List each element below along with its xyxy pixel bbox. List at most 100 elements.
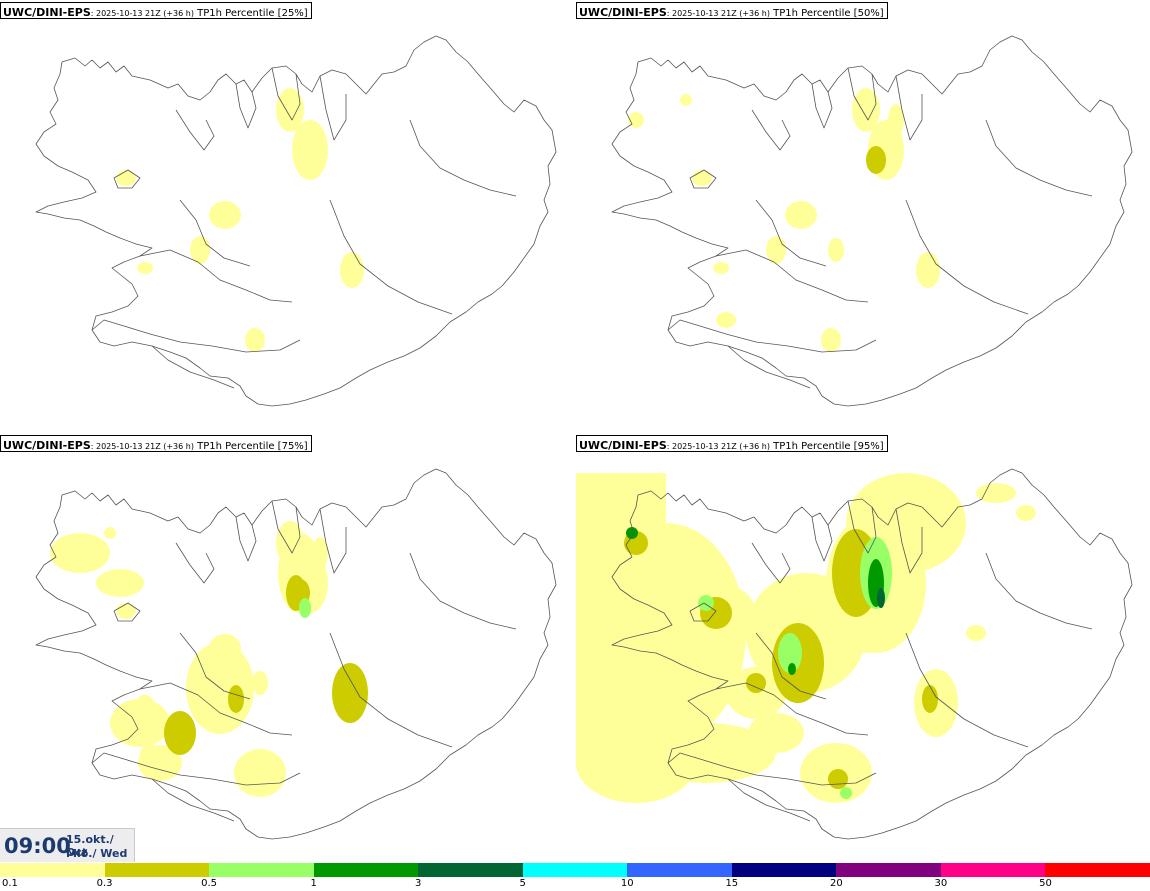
- legend-swatch: [940, 863, 1046, 877]
- precip-area: [788, 663, 796, 675]
- precip-area: [50, 533, 110, 573]
- precip-area: [828, 769, 848, 789]
- precip-area: [966, 625, 986, 641]
- parameter-label: TP1h Percentile [25%]: [193, 8, 308, 19]
- precip-area: [766, 236, 786, 264]
- precip-area: [866, 146, 886, 174]
- precip-map-p50: [611, 35, 1133, 407]
- legend-swatch: [0, 863, 106, 877]
- precip-area: [852, 88, 880, 132]
- precip-area: [96, 569, 144, 597]
- precip-areas: [628, 88, 940, 352]
- legend-swatch: [313, 863, 419, 877]
- legend-tick-label: 0.1: [2, 878, 18, 889]
- legend-swatch: [627, 863, 733, 877]
- precip-area: [626, 527, 638, 539]
- precip-map-p95: [576, 468, 1133, 840]
- legend-swatch: [418, 863, 524, 877]
- parameter-label: TP1h Percentile [75%]: [193, 441, 308, 452]
- precip-area: [922, 685, 938, 713]
- model-name: UWC/DINI-EPS: [3, 439, 91, 452]
- precip-area: [245, 328, 265, 352]
- legend-tick-label: 1: [310, 878, 317, 889]
- map-panel-p25: UWC/DINI-EPS: 2025-10-13 21Z (+36 h) TP1…: [0, 0, 574, 430]
- precip-area: [785, 201, 817, 229]
- precip-area: [209, 201, 241, 229]
- precip-area: [840, 787, 852, 799]
- model-name: UWC/DINI-EPS: [579, 6, 667, 19]
- map-panel-p95: UWC/DINI-EPS: 2025-10-13 21Z (+36 h) TP1…: [576, 433, 1150, 863]
- precip-area: [299, 598, 311, 618]
- valid-date: 15.okt./ Oct: [66, 833, 114, 859]
- precip-area: [778, 633, 802, 673]
- map-panel-p50: UWC/DINI-EPS: 2025-10-13 21Z (+36 h) TP1…: [576, 0, 1150, 430]
- precip-area: [116, 603, 136, 619]
- valid-day: Mið./ Wed: [66, 847, 128, 860]
- legend-swatch: [731, 863, 837, 877]
- legend-tick-label: 20: [829, 878, 843, 889]
- precip-area: [137, 262, 153, 274]
- legend-tick-label: 0.3: [96, 878, 113, 889]
- precip-area: [340, 252, 364, 288]
- legend-tick-label: 10: [620, 878, 634, 889]
- precip-area: [698, 595, 714, 611]
- precip-area: [276, 88, 304, 132]
- run-time: : 2025-10-13 21Z (+36 h): [666, 442, 770, 451]
- precip-area: [888, 104, 904, 136]
- run-time: : 2025-10-13 21Z (+36 h): [666, 9, 770, 18]
- precip-area: [104, 527, 116, 539]
- model-name: UWC/DINI-EPS: [579, 439, 667, 452]
- precip-area: [332, 663, 368, 723]
- precip-area: [842, 613, 890, 653]
- precip-area: [716, 312, 736, 328]
- panel-title: UWC/DINI-EPS: 2025-10-13 21Z (+36 h) TP1…: [0, 435, 312, 452]
- legend-swatch: [1045, 863, 1150, 877]
- parameter-label: TP1h Percentile [50%]: [769, 8, 884, 19]
- parameter-label: TP1h Percentile [95%]: [769, 441, 884, 452]
- precip-area: [916, 252, 940, 288]
- legend-swatch: [209, 863, 315, 877]
- panel-title: UWC/DINI-EPS: 2025-10-13 21Z (+36 h) TP1…: [576, 435, 888, 452]
- precip-area: [877, 588, 885, 608]
- valid-hour: 09:00: [4, 834, 71, 858]
- precip-area: [190, 236, 210, 264]
- legend-tick-label: 3: [414, 878, 422, 889]
- legend-tick-label: 30: [934, 878, 948, 889]
- legend-swatch: [522, 863, 628, 877]
- precip-area: [713, 262, 729, 274]
- legend-tick-label: 15: [725, 878, 739, 889]
- precip-areas: [576, 473, 1036, 803]
- precip-area: [821, 328, 841, 352]
- model-name: UWC/DINI-EPS: [3, 6, 91, 19]
- precip-area: [234, 749, 286, 797]
- precip-area: [116, 170, 136, 186]
- precip-area: [138, 745, 182, 781]
- precip-areas: [50, 521, 368, 797]
- precip-map-p25: [35, 35, 557, 407]
- precip-area: [748, 713, 804, 753]
- precip-area: [252, 671, 268, 695]
- panel-title: UWC/DINI-EPS: 2025-10-13 21Z (+36 h) TP1…: [576, 2, 888, 19]
- legend-tick-label: 5: [519, 878, 526, 889]
- precip-area: [828, 238, 844, 262]
- precip-area: [164, 711, 196, 755]
- legend-tick-label: 50: [1039, 878, 1052, 889]
- precip-area: [680, 94, 692, 106]
- precip-area: [746, 673, 766, 693]
- run-time: : 2025-10-13 21Z (+36 h): [90, 442, 194, 451]
- panel-title: UWC/DINI-EPS: 2025-10-13 21Z (+36 h) TP1…: [0, 2, 312, 19]
- precip-area: [1016, 505, 1036, 521]
- precip-area: [692, 170, 712, 186]
- color-legend: 0.1 0.3 0.5 1 3 5 10 15 20 30 50: [0, 863, 1150, 891]
- run-time: : 2025-10-13 21Z (+36 h): [90, 9, 194, 18]
- precip-areas: [116, 88, 364, 352]
- precip-area: [292, 120, 328, 180]
- map-panel-p75: UWC/DINI-EPS: 2025-10-13 21Z (+36 h) TP1…: [0, 433, 574, 863]
- legend-swatch: [104, 863, 210, 877]
- precip-area: [976, 483, 1016, 503]
- valid-time-box: 09:00 15.okt./ Oct Mið./ Wed: [0, 828, 135, 862]
- legend-tick-label: 0.5: [201, 878, 218, 889]
- legend-swatch: [836, 863, 942, 877]
- precip-area: [228, 685, 244, 713]
- precip-map-p75: [35, 468, 557, 840]
